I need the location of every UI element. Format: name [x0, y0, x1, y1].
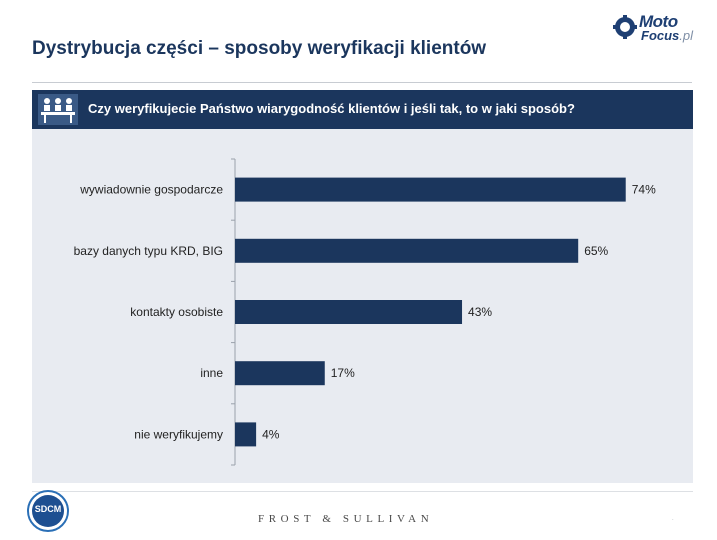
bar-0	[235, 177, 626, 202]
logo-focus-text: Focus.pl	[641, 28, 693, 43]
question-text: Czy weryfikujecie Państwo wiarygodność k…	[88, 101, 575, 116]
motofocus-logo: Moto Focus.pl	[613, 12, 703, 44]
category-label-3: inne	[200, 366, 223, 380]
slide-title: Dystrybucja części – sposoby weryfikacji…	[32, 38, 487, 59]
gear-logo-icon	[613, 15, 637, 39]
value-label-3: 17%	[331, 366, 355, 380]
value-label-0: 74%	[632, 183, 656, 197]
category-label-4: nie weryfikujemy	[134, 427, 223, 441]
meeting-people-icon	[38, 94, 78, 125]
logo-focus-word: Focus	[641, 28, 680, 43]
logo-pl-suffix: .pl	[679, 28, 694, 43]
bar-1	[235, 238, 579, 263]
sdcm-logo: SDCM	[27, 490, 73, 536]
value-label-1: 65%	[584, 244, 608, 258]
question-banner: Czy weryfikujecie Państwo wiarygodność k…	[32, 90, 693, 129]
bar-4	[235, 422, 257, 447]
title-divider	[32, 82, 692, 83]
page-mark: .	[672, 516, 674, 522]
sdcm-logo-text: SDCM	[34, 504, 62, 514]
category-label-0: wywiadownie gospodarcze	[79, 183, 223, 197]
sdcm-logo-inner	[32, 495, 64, 527]
bar-3	[235, 361, 325, 386]
frost-sullivan-footer: FROST & SULLIVAN	[258, 513, 434, 525]
chart-panel: wywiadownie gospodarcze 74% bazy danych ty…	[32, 129, 693, 483]
value-label-4: 4%	[262, 427, 280, 441]
value-label-2: 43%	[468, 305, 492, 319]
category-label-1: bazy danych typu KRD, BIG	[74, 244, 223, 258]
bar-2	[235, 300, 463, 324]
footer-divider	[32, 491, 693, 492]
bar-chart: wywiadownie gospodarcze 74% bazy danych ty…	[74, 158, 656, 466]
logo-moto-text: Moto	[639, 12, 678, 31]
category-label-2: kontakty osobiste	[130, 305, 223, 319]
